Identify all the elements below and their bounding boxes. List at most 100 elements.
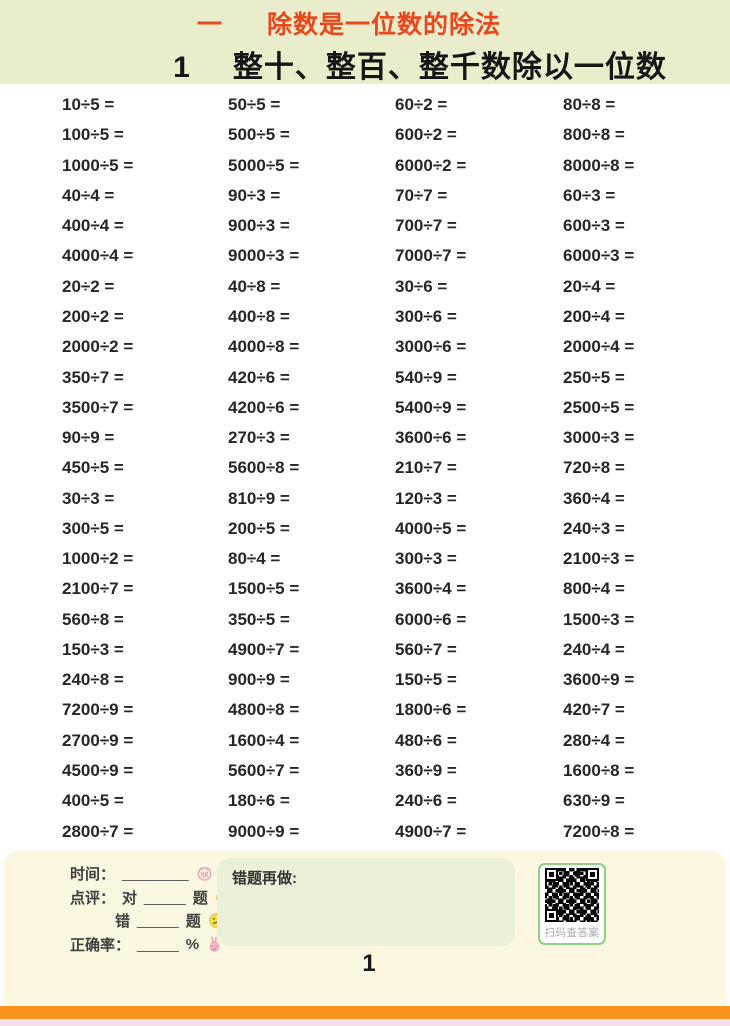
problem-cell: 540÷9 = xyxy=(395,367,457,387)
page-header: 一 除数是一位数的除法 1 整十、整百、整千数除以一位数 xyxy=(0,0,730,84)
problem-cell: 210÷7 = xyxy=(395,458,457,478)
problem-cell: 150÷5 = xyxy=(395,670,457,690)
problem-cell: 250÷5 = xyxy=(563,367,625,387)
problem-cell: 420÷7 = xyxy=(563,700,625,720)
correct-unit: 题 xyxy=(192,889,208,907)
problem-cell: 700÷7 = xyxy=(395,216,457,236)
lesson-title: 1 整十、整百、整千数除以一位数 xyxy=(55,42,730,86)
problem-cell: 1800÷6 = xyxy=(395,700,467,720)
problem-cell: 90÷3 = xyxy=(228,185,281,205)
qr-finder-icon xyxy=(545,868,558,881)
problem-cell: 7000÷7 = xyxy=(395,246,467,266)
problem-cell: 20÷2 = xyxy=(62,276,115,296)
problem-cell: 1000÷5 = xyxy=(62,155,134,175)
problem-cell: 270÷3 = xyxy=(228,428,290,448)
pig-icon xyxy=(197,867,212,881)
problem-cell: 4000÷4 = xyxy=(62,246,134,266)
problem-cell: 4000÷8 = xyxy=(228,337,300,357)
problem-cell: 150÷3 = xyxy=(62,639,124,659)
qr-caption: 扫码查答案 xyxy=(544,927,600,939)
problem-cell: 1000÷2 = xyxy=(62,549,134,569)
problem-cell: 900÷3 = xyxy=(228,216,290,236)
problem-cell: 6000÷3 = xyxy=(563,246,635,266)
problem-cell: 630÷9 = xyxy=(563,791,625,811)
problem-cell: 360÷9 = xyxy=(395,760,457,780)
problem-cell: 420÷6 = xyxy=(228,367,290,387)
problem-cell: 4900÷7 = xyxy=(228,639,300,659)
problem-cell: 560÷8 = xyxy=(62,609,124,629)
problem-cell: 600÷3 = xyxy=(563,216,625,236)
unit-number: 一 xyxy=(196,11,223,39)
problem-cell: 180÷6 = xyxy=(228,791,290,811)
accuracy-line: 正确率： _____% xyxy=(70,933,232,957)
wrong-unit: 题 xyxy=(185,913,201,931)
problem-cell: 800÷4 = xyxy=(563,579,625,599)
problem-cell: 200÷4 = xyxy=(563,306,625,326)
correct-blank: _____ xyxy=(144,888,186,906)
time-label: 时间： xyxy=(70,866,116,884)
problem-cell: 30÷3 = xyxy=(62,488,115,508)
problem-cell: 360÷4 = xyxy=(563,488,625,508)
accuracy-blank: _____ xyxy=(137,935,179,953)
problem-cell: 280÷4 = xyxy=(563,730,625,750)
problem-cell: 240÷4 = xyxy=(563,639,625,659)
problem-cell: 4200÷6 = xyxy=(228,397,300,417)
problem-cell: 4000÷5 = xyxy=(395,518,467,538)
problem-cell: 1500÷5 = xyxy=(228,579,300,599)
problem-cell: 80÷4 = xyxy=(228,549,281,569)
problem-cell: 6000÷6 = xyxy=(395,609,467,629)
problem-cell: 240÷8 = xyxy=(62,670,124,690)
problem-cell: 2800÷7 = xyxy=(62,821,134,841)
problem-cell: 20÷4 = xyxy=(563,276,616,296)
problem-cell: 3600÷9 = xyxy=(563,670,635,690)
problem-cell: 2500÷5 = xyxy=(563,397,635,417)
problem-cell: 200÷5 = xyxy=(228,518,290,538)
problem-cell: 240÷6 = xyxy=(395,791,457,811)
problem-cell: 900÷9 = xyxy=(228,670,290,690)
problem-cell: 8000÷8 = xyxy=(563,155,635,175)
problem-cell: 80÷8 = xyxy=(563,95,616,115)
review-label: 点评： xyxy=(70,889,116,907)
problem-cell: 350÷7 = xyxy=(62,367,124,387)
bottom-pink-stripe xyxy=(0,1019,730,1026)
problem-cell: 1600÷8 = xyxy=(563,760,635,780)
problem-cell: 4900÷7 = xyxy=(395,821,467,841)
problem-cell: 300÷6 = xyxy=(395,306,457,326)
problem-cell: 9000÷9 = xyxy=(228,821,300,841)
redo-wrong-problems-box: 错题再做: xyxy=(217,858,515,946)
problem-cell: 400÷4 = xyxy=(62,216,124,236)
problem-cell: 10÷5 = xyxy=(62,95,115,115)
problem-cell: 200÷2 = xyxy=(62,306,124,326)
correct-line: 点评： 对 _____ 题 xyxy=(70,886,232,910)
qr-answer-box: 扫码查答案 xyxy=(538,863,606,945)
problem-cell: 2000÷4 = xyxy=(563,337,635,357)
problem-cell: 3600÷6 = xyxy=(395,428,467,448)
problem-cell: 3000÷3 = xyxy=(563,428,635,448)
problem-cell: 800÷8 = xyxy=(563,125,625,145)
time-blank: ________ xyxy=(122,865,189,883)
problem-cell: 60÷2 = xyxy=(395,95,448,115)
wrong-prefix: 错 xyxy=(115,913,131,931)
rabbit-icon xyxy=(209,936,220,952)
problems-grid: 10÷5 = 50÷5 = 60÷2 = 80÷8 = 100÷5 = 500÷5 = 60… xyxy=(0,90,730,847)
problem-cell: 2100÷7 = xyxy=(62,579,134,599)
correct-prefix: 对 xyxy=(122,889,138,907)
problem-cell: 9000÷3 = xyxy=(228,246,300,266)
problem-cell: 5000÷5 = xyxy=(228,155,300,175)
problem-cell: 90÷9 = xyxy=(62,428,115,448)
problem-cell: 70÷7 = xyxy=(395,185,448,205)
problem-cell: 1500÷3 = xyxy=(563,609,635,629)
problem-cell: 2700÷9 = xyxy=(62,730,134,750)
problem-cell: 400÷8 = xyxy=(228,306,290,326)
page-number: 1 xyxy=(362,950,376,977)
problem-cell: 300÷5 = xyxy=(62,518,124,538)
problem-cell: 60÷3 = xyxy=(563,185,616,205)
problem-cell: 500÷5 = xyxy=(228,125,290,145)
problem-cell: 5600÷7 = xyxy=(228,760,300,780)
problem-cell: 240÷3 = xyxy=(563,518,625,538)
problem-cell: 2100÷3 = xyxy=(563,549,635,569)
problem-cell: 5600÷8 = xyxy=(228,458,300,478)
problem-cell: 810÷9 = xyxy=(228,488,290,508)
qr-finder-icon xyxy=(545,909,558,922)
